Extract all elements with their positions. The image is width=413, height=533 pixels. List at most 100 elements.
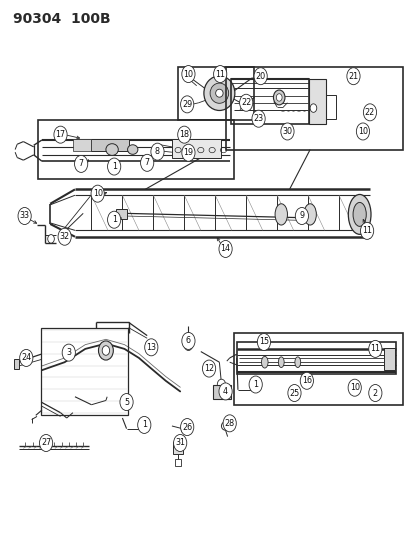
Text: 17: 17 xyxy=(55,130,65,139)
Text: 27: 27 xyxy=(41,439,51,448)
Circle shape xyxy=(213,66,226,83)
Text: 11: 11 xyxy=(370,344,380,353)
Text: 10: 10 xyxy=(349,383,359,392)
Circle shape xyxy=(20,350,33,367)
Circle shape xyxy=(180,96,193,113)
Bar xyxy=(384,348,394,370)
Text: 31: 31 xyxy=(175,439,185,448)
Ellipse shape xyxy=(127,145,138,155)
Circle shape xyxy=(120,393,133,410)
Circle shape xyxy=(363,104,376,121)
Text: 8: 8 xyxy=(154,147,159,156)
Circle shape xyxy=(294,207,308,224)
Circle shape xyxy=(239,94,252,111)
Circle shape xyxy=(145,339,157,356)
Circle shape xyxy=(218,383,232,400)
Circle shape xyxy=(181,144,195,161)
Circle shape xyxy=(58,228,71,245)
Ellipse shape xyxy=(274,204,287,225)
Text: 90304  100B: 90304 100B xyxy=(13,12,110,27)
Text: 16: 16 xyxy=(301,376,311,385)
Ellipse shape xyxy=(303,204,316,225)
Text: 22: 22 xyxy=(364,108,374,117)
Circle shape xyxy=(74,156,88,172)
Bar xyxy=(178,67,254,120)
Text: 4: 4 xyxy=(223,387,228,396)
Circle shape xyxy=(249,376,262,393)
Text: 24: 24 xyxy=(21,353,31,362)
Circle shape xyxy=(347,379,361,396)
Ellipse shape xyxy=(347,195,370,235)
Circle shape xyxy=(202,360,215,377)
Circle shape xyxy=(287,384,300,401)
Text: 3: 3 xyxy=(66,348,71,357)
Ellipse shape xyxy=(261,357,268,368)
Circle shape xyxy=(252,110,265,127)
Text: 32: 32 xyxy=(59,232,69,241)
Circle shape xyxy=(39,434,52,451)
Text: 1: 1 xyxy=(141,421,147,430)
Circle shape xyxy=(273,90,284,105)
Ellipse shape xyxy=(215,89,223,97)
Circle shape xyxy=(257,334,270,351)
Circle shape xyxy=(346,68,359,85)
Circle shape xyxy=(107,211,121,228)
Text: 22: 22 xyxy=(240,98,251,107)
Circle shape xyxy=(177,126,190,143)
Circle shape xyxy=(180,418,193,435)
Bar xyxy=(233,333,402,405)
Text: 25: 25 xyxy=(289,389,299,398)
Text: 12: 12 xyxy=(204,364,214,373)
Circle shape xyxy=(280,123,293,140)
Text: 30: 30 xyxy=(282,127,292,136)
Bar xyxy=(171,139,221,158)
Text: 11: 11 xyxy=(215,70,225,78)
Text: 10: 10 xyxy=(183,70,193,78)
Circle shape xyxy=(309,104,316,112)
Ellipse shape xyxy=(106,144,118,156)
Circle shape xyxy=(62,344,75,361)
Circle shape xyxy=(54,126,67,143)
Text: 19: 19 xyxy=(183,148,193,157)
Circle shape xyxy=(368,341,381,358)
Circle shape xyxy=(254,68,267,85)
Text: 29: 29 xyxy=(182,100,192,109)
Bar xyxy=(236,342,394,374)
Text: 5: 5 xyxy=(123,398,129,407)
Text: 33: 33 xyxy=(19,212,30,221)
Circle shape xyxy=(18,207,31,224)
Circle shape xyxy=(173,434,186,451)
Text: 21: 21 xyxy=(348,71,358,80)
Ellipse shape xyxy=(352,203,366,227)
Circle shape xyxy=(223,415,236,432)
Bar xyxy=(14,359,19,368)
Text: 14: 14 xyxy=(220,245,230,254)
Text: 7: 7 xyxy=(144,158,150,167)
Bar xyxy=(116,209,126,219)
Ellipse shape xyxy=(204,76,234,110)
Circle shape xyxy=(368,384,381,401)
Circle shape xyxy=(140,155,153,171)
Circle shape xyxy=(150,143,164,160)
Bar xyxy=(230,79,309,124)
Text: 23: 23 xyxy=(253,114,263,123)
Bar xyxy=(174,459,180,466)
Text: 20: 20 xyxy=(255,71,265,80)
Bar xyxy=(213,384,230,399)
Text: 28: 28 xyxy=(224,419,234,428)
Text: 10: 10 xyxy=(357,127,367,136)
Bar xyxy=(225,67,402,150)
Bar xyxy=(309,79,325,124)
Text: 1: 1 xyxy=(253,380,258,389)
Circle shape xyxy=(181,66,195,83)
Text: 10: 10 xyxy=(93,189,102,198)
Bar xyxy=(38,120,233,179)
Ellipse shape xyxy=(209,83,228,103)
Circle shape xyxy=(107,158,121,175)
Circle shape xyxy=(184,340,192,351)
Ellipse shape xyxy=(278,357,283,368)
Text: 7: 7 xyxy=(78,159,83,168)
Circle shape xyxy=(299,372,313,389)
Text: 18: 18 xyxy=(179,130,189,139)
Text: 11: 11 xyxy=(361,227,371,236)
